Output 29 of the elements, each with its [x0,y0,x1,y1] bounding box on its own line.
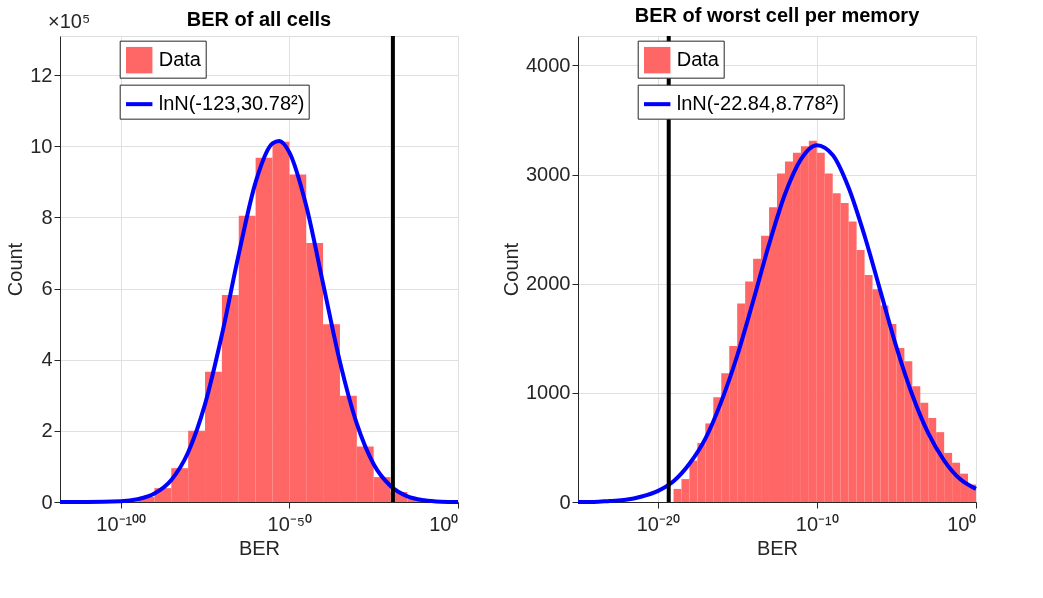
y-axis-title: Count [4,242,27,297]
y-tick-label: 6 [41,277,53,300]
legend-label: Data [158,48,202,71]
y-tick-label: 0 [559,490,571,513]
chart-title: BER of worst cell per memory [634,4,921,26]
y-tick-label: 2000 [526,272,571,295]
legend-label: Data [676,48,720,71]
y-tick-label: 3000 [526,163,571,186]
legend-label: lnN(-123,30.78²) [158,92,305,115]
y-tick-label: 4 [41,348,53,371]
x-tick-label: 10⁰ [947,512,977,535]
y-tick-label: 0 [41,490,53,513]
x-axis-title: BER [238,536,281,559]
x-tick-label: 10⁻²⁰ [636,512,680,535]
x-tick-label: 10⁻¹⁰ [795,512,839,535]
text: ×10⁵ [48,10,91,32]
x-tick-label: 10⁰ [429,512,459,535]
chart-title: BER of all cells [186,8,332,30]
y-tick-label: 10 [30,134,53,157]
y-tick-label: 12 [30,63,53,86]
y-tick-label: 4000 [526,53,571,76]
x-tick-label: 10⁻¹⁰⁰ [96,512,147,535]
y-axis-title: Count [500,242,523,297]
y-tick-label: 1000 [526,381,571,404]
x-tick-label: 10⁻⁵⁰ [267,512,313,535]
legend-label: lnN(-22.84,8.778²) [676,92,840,115]
y-tick-label: 2 [41,419,53,442]
x-axis-title: BER [756,536,799,559]
y-tick-label: 8 [41,205,53,228]
